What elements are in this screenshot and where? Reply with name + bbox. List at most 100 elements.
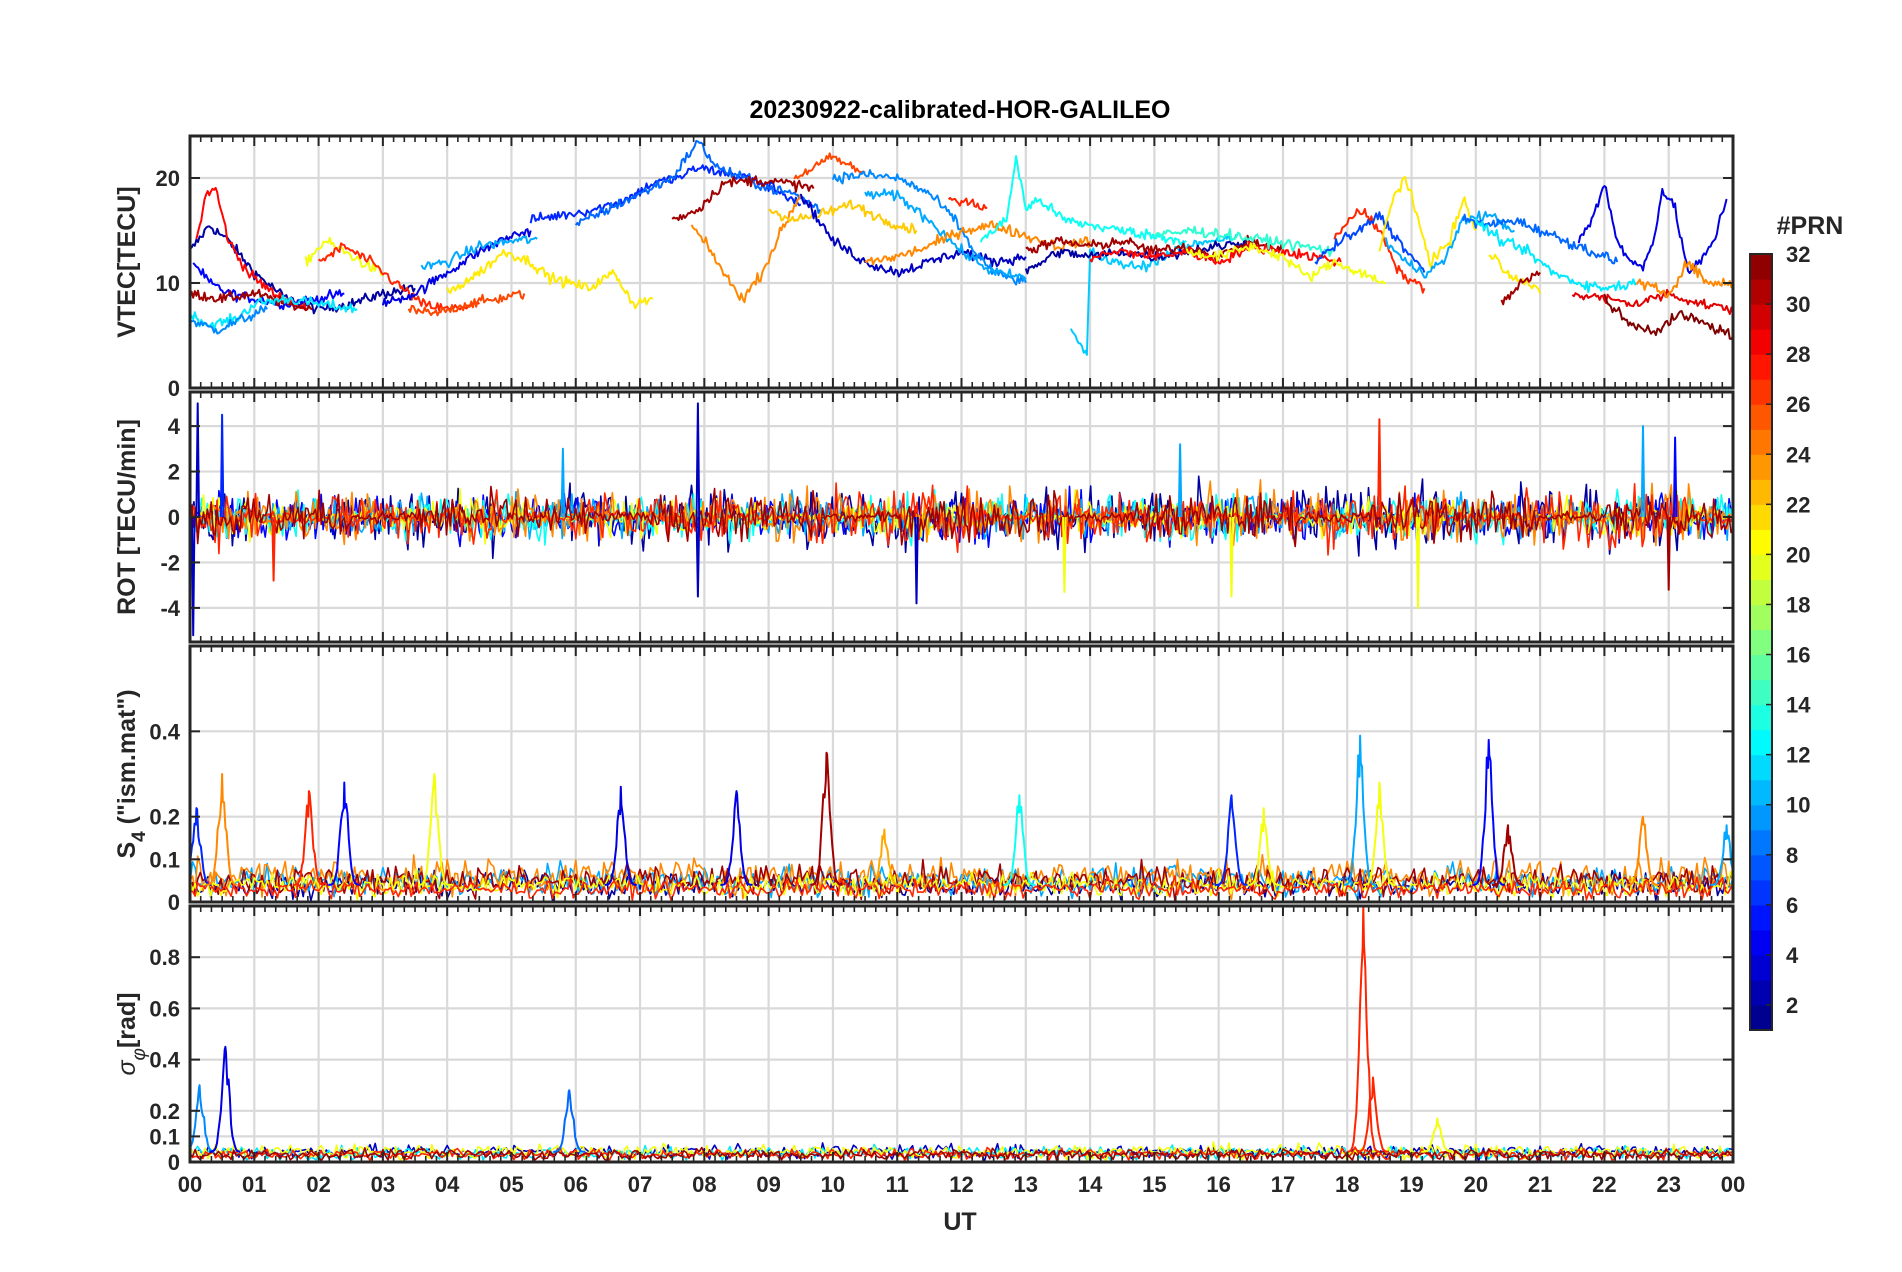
vtec-series-prn-27: [947, 196, 988, 211]
vtec-series-prn-20: [1185, 242, 1386, 285]
colorbar-segment: [1750, 554, 1772, 581]
colorbar-segment: [1750, 754, 1772, 781]
vtec-series-prn-31: [190, 288, 313, 312]
s4-peak: [1003, 794, 1036, 886]
rot-spike: [914, 516, 919, 605]
colorbar-tick-label: 30: [1786, 292, 1810, 317]
panel-frame: [188, 134, 1735, 390]
colorbar-tick-label: 16: [1786, 643, 1810, 668]
y-tick-label: 0: [168, 890, 180, 915]
colorbar-segment: [1750, 479, 1772, 505]
colorbar-tick-label: 32: [1786, 242, 1810, 267]
y-axis-label-panel-1: VTEC[TECU]: [113, 186, 141, 337]
y-tick-label: 0.1: [149, 847, 180, 872]
y-tick-label: -4: [160, 596, 180, 621]
s4-baseline-prn-27: [190, 875, 1733, 902]
vtec-series-prn-3: [799, 193, 1027, 278]
x-tick-label: 11: [886, 1172, 909, 1197]
y-tick-label: 0: [168, 505, 180, 530]
colorbar-segment: [1750, 904, 1772, 931]
y-label-sub: 4: [129, 831, 150, 842]
colorbar-segment: [1750, 729, 1772, 756]
s4-peak: [1247, 807, 1280, 886]
x-axis-label: UT: [943, 1208, 976, 1236]
s4-peak: [328, 781, 360, 886]
vtec-series-prn-8: [1462, 213, 1619, 265]
colorbar-segment: [1750, 629, 1772, 656]
rot-spike: [1229, 516, 1234, 598]
x-tick-label: 18: [1335, 1172, 1359, 1197]
y-tick-label: 4: [168, 414, 181, 439]
vtec-series-prn-20: [304, 236, 384, 277]
x-tick-label: 09: [756, 1172, 780, 1197]
vtec-series-prn-26: [407, 289, 526, 317]
sigma-peak: [1421, 1117, 1454, 1153]
vtec-series-prn-7: [1314, 211, 1426, 273]
y-tick-label: 0.1: [149, 1124, 180, 1149]
s4-peak: [604, 785, 637, 886]
y-axis-label-panel-2: ROT [TECU/min]: [113, 419, 141, 615]
rot-spike: [1640, 425, 1646, 518]
vtec-series-prn-14: [1153, 225, 1336, 257]
colorbar-segment: [1750, 329, 1772, 355]
x-tick-label: 03: [371, 1172, 395, 1197]
grid: [190, 136, 1733, 388]
x-tick-label: 12: [949, 1172, 973, 1197]
x-tick-label: 15: [1142, 1172, 1166, 1197]
vtec-series-prn-10: [1384, 210, 1515, 279]
colorbar-segment: [1750, 354, 1772, 380]
vtec-series-prn-2: [1024, 238, 1252, 275]
x-tick-label: 00: [1721, 1172, 1745, 1197]
colorbar-tick-label: 8: [1786, 843, 1798, 868]
colorbar-tick-label: 20: [1786, 542, 1810, 567]
x-tick-label: 17: [1271, 1172, 1295, 1197]
colorbar-segment: [1750, 679, 1772, 706]
chart-title: 20230922-calibrated-HOR-GALILEO: [750, 96, 1171, 124]
colorbar-segment: [1750, 504, 1772, 530]
colorbar-segment: [1750, 704, 1772, 731]
colorbar-segment: [1750, 529, 1772, 555]
vtec-series-prn-4: [1577, 185, 1728, 274]
vtec-series-prn-12: [1474, 217, 1638, 293]
rot-spike: [190, 516, 196, 637]
rot-spike: [271, 516, 276, 582]
colorbar-segment: [1750, 654, 1772, 681]
colorbar-tick-label: 4: [1786, 943, 1799, 968]
colorbar-segment: [1750, 404, 1772, 430]
x-tick-label: 08: [692, 1172, 716, 1197]
x-tick-label: 10: [821, 1172, 845, 1197]
s4-peak: [1215, 794, 1248, 886]
x-tick-label: 21: [1528, 1172, 1552, 1197]
colorbar-segment: [1750, 954, 1772, 981]
colorbar-tick-label: 10: [1786, 793, 1810, 818]
y-axis-label-panel-4: σφ[rad]: [113, 992, 150, 1075]
vtec-series-prn-31: [1500, 270, 1541, 306]
sigma-peak: [209, 1045, 241, 1153]
vtec-series-prn-32: [1603, 293, 1733, 340]
colorbar-tick-label: 2: [1786, 993, 1798, 1018]
colorbar-tick-label: 24: [1786, 442, 1811, 467]
x-tick-label: 23: [1656, 1172, 1680, 1197]
x-tick-label: 14: [1078, 1172, 1103, 1197]
panel-frame: [188, 904, 1735, 1164]
sigma-peak: [190, 1084, 215, 1153]
vtec-series-prn-28: [1089, 241, 1342, 267]
x-tick-label: 00: [178, 1172, 202, 1197]
y-tick-label: 0.2: [149, 805, 180, 830]
colorbar-segment: [1750, 929, 1772, 956]
s4-peak: [1710, 824, 1733, 886]
panel-frame: [188, 390, 1735, 644]
colorbar-segment: [1750, 304, 1772, 330]
vtec-series-prn-8: [574, 139, 822, 227]
vtec-series-prn-13: [979, 155, 1187, 246]
y-tick-label: -2: [160, 550, 180, 575]
vtec-series-prn-24: [690, 193, 802, 304]
x-tick-label: 06: [564, 1172, 588, 1197]
colorbar-segment: [1750, 454, 1772, 480]
vtec-series-prn-24: [1635, 260, 1733, 299]
s4-peak: [868, 828, 901, 886]
y-label-main: σ: [113, 1060, 141, 1076]
y-tick-label: 0.4: [149, 1048, 180, 1073]
